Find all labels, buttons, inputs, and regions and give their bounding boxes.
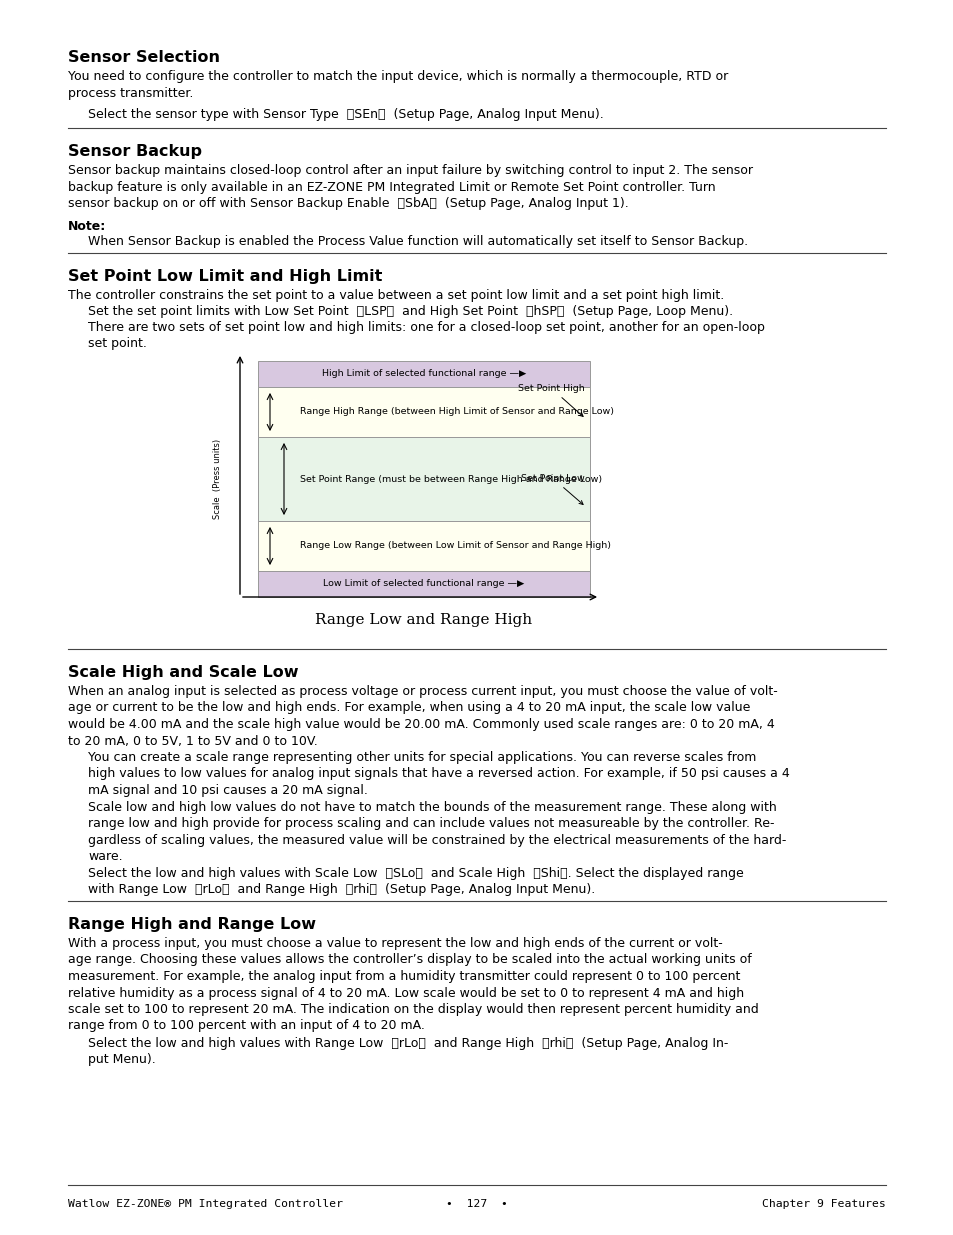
Bar (257, 571, 589, 597)
Text: Set Point Low: Set Point Low (520, 474, 584, 504)
Bar (257, 387, 589, 437)
Text: Set Point Range (must be between Range High and Range Low): Set Point Range (must be between Range H… (299, 474, 601, 483)
Text: Watlow EZ-ZONE® PM Integrated Controller: Watlow EZ-ZONE® PM Integrated Controller (68, 1199, 343, 1209)
Text: Select the low and high values with Range Low  ⎕rLo⎕  and Range High  ⎕rhi⎕  (Se: Select the low and high values with Rang… (88, 1037, 727, 1067)
Text: Sensor Backup: Sensor Backup (68, 144, 202, 159)
Text: When Sensor Backup is enabled the Process Value function will automatically set : When Sensor Backup is enabled the Proces… (88, 235, 747, 248)
Text: The controller constrains the set point to a value between a set point low limit: The controller constrains the set point … (68, 289, 723, 303)
Text: Chapter 9 Features: Chapter 9 Features (761, 1199, 885, 1209)
Text: Select the low and high values with Scale Low  ⎕SLo⎕  and Scale High  ⎕Shi⎕. Sel: Select the low and high values with Scal… (88, 867, 743, 897)
Text: Scale  (Press units): Scale (Press units) (213, 438, 222, 519)
Text: Range Low and Range High: Range Low and Range High (315, 613, 532, 627)
Text: You need to configure the controller to match the input device, which is normall: You need to configure the controller to … (68, 70, 727, 100)
Text: Scale low and high low values do not have to match the bounds of the measurement: Scale low and high low values do not hav… (88, 802, 785, 863)
Text: Range High and Range Low: Range High and Range Low (68, 918, 315, 932)
Text: •  127  •: • 127 • (446, 1199, 507, 1209)
Text: There are two sets of set point low and high limits: one for a closed-loop set p: There are two sets of set point low and … (88, 321, 764, 351)
Text: Scale High and Scale Low: Scale High and Scale Low (68, 664, 298, 680)
Text: Set Point Low Limit and High Limit: Set Point Low Limit and High Limit (68, 269, 382, 284)
Text: Set the set point limits with Low Set Point  ⎕LSP⎕  and High Set Point  ⎕hSP⎕  (: Set the set point limits with Low Set Po… (88, 305, 732, 317)
Bar (257, 361, 589, 387)
Text: Range High Range (between High Limit of Sensor and Range Low): Range High Range (between High Limit of … (299, 408, 614, 416)
Bar (257, 521, 589, 571)
Text: Set Point High: Set Point High (517, 384, 584, 416)
Bar (257, 437, 589, 521)
Text: When an analog input is selected as process voltage or process current input, yo: When an analog input is selected as proc… (68, 685, 777, 747)
Text: Low Limit of selected functional range —▶: Low Limit of selected functional range —… (323, 579, 524, 589)
Text: Note:: Note: (68, 220, 106, 233)
Text: Sensor backup maintains closed-loop control after an input failure by switching : Sensor backup maintains closed-loop cont… (68, 164, 752, 210)
Text: Range Low Range (between Low Limit of Sensor and Range High): Range Low Range (between Low Limit of Se… (299, 541, 610, 551)
Text: High Limit of selected functional range —▶: High Limit of selected functional range … (321, 369, 525, 378)
Text: Sensor Selection: Sensor Selection (68, 49, 220, 65)
Text: With a process input, you must choose a value to represent the low and high ends: With a process input, you must choose a … (68, 937, 758, 1032)
Text: Select the sensor type with Sensor Type  ⎕SEn⎕  (Setup Page, Analog Input Menu).: Select the sensor type with Sensor Type … (88, 107, 603, 121)
Text: You can create a scale range representing other units for special applications. : You can create a scale range representin… (88, 751, 789, 797)
